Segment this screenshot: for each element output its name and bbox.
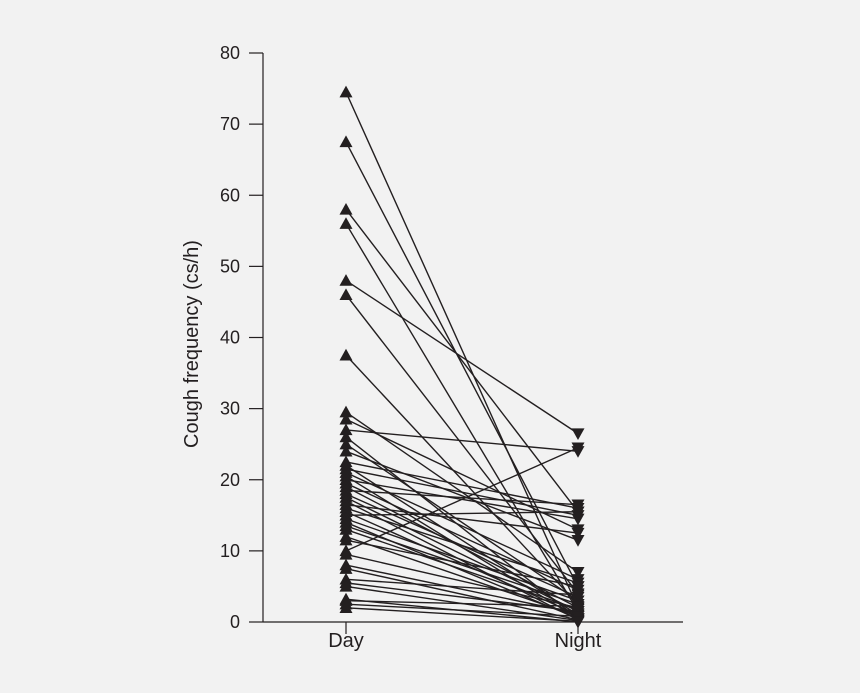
subject-line — [345, 418, 579, 531]
night-markers — [571, 428, 585, 629]
x-ticks: Day Night — [328, 622, 602, 652]
subject-line — [345, 553, 579, 609]
night-point — [571, 513, 585, 526]
y-tick-label: 60 — [220, 185, 240, 205]
subject-line — [345, 209, 579, 513]
day-point — [339, 592, 353, 605]
night-point — [571, 428, 585, 441]
day-point — [339, 217, 353, 229]
subject-line — [345, 294, 579, 594]
subject-line — [345, 489, 579, 506]
subject-line — [345, 503, 579, 534]
subject-line — [345, 468, 579, 516]
day-point — [339, 523, 353, 535]
night-point — [571, 506, 585, 519]
y-tick-label: 70 — [220, 114, 240, 134]
subject-line — [345, 354, 579, 605]
subject-line — [345, 511, 579, 517]
axes: 0 10 20 30 40 50 60 70 80 Day Night — [220, 43, 683, 652]
day-point — [339, 423, 353, 436]
subject-line — [345, 450, 579, 541]
day-point — [339, 412, 353, 425]
series-lines — [345, 91, 579, 623]
day-point — [339, 533, 353, 546]
subject-line — [345, 518, 579, 602]
day-markers — [339, 85, 353, 613]
day-point — [339, 444, 353, 457]
day-point — [339, 547, 353, 560]
night-point — [571, 581, 585, 593]
night-point — [571, 616, 585, 629]
day-point — [339, 135, 353, 148]
subject-line — [345, 582, 579, 613]
y-tick-label: 80 — [220, 43, 240, 63]
y-tick-label: 10 — [220, 541, 240, 561]
y-tick-label: 20 — [220, 470, 240, 490]
subject-line — [345, 91, 579, 609]
y-tick-label: 40 — [220, 328, 240, 348]
day-point — [339, 562, 353, 574]
night-point — [571, 601, 585, 613]
day-point — [339, 601, 353, 613]
y-axis-title: Cough frequency (cs/h) — [181, 240, 203, 448]
subject-line — [345, 567, 579, 621]
subject-line — [345, 447, 579, 552]
x-tick-label-day: Day — [328, 630, 364, 652]
subject-line — [345, 525, 579, 605]
day-point — [339, 579, 353, 592]
subject-line — [345, 535, 579, 617]
subject-line — [345, 461, 579, 509]
x-tick-label-night: Night — [555, 630, 602, 652]
day-point — [339, 348, 353, 361]
day-point — [339, 274, 353, 286]
subject-line — [345, 280, 579, 435]
day-point — [339, 288, 353, 301]
night-point — [571, 535, 585, 547]
subject-line — [345, 539, 579, 588]
subject-line — [345, 598, 579, 623]
night-point — [571, 499, 585, 512]
y-tick-label: 30 — [220, 399, 240, 419]
subject-line — [345, 578, 579, 596]
y-ticks: 0 10 20 30 40 50 60 70 80 — [220, 43, 263, 632]
night-point — [571, 589, 585, 602]
day-point — [339, 405, 353, 418]
night-point — [571, 527, 585, 540]
subject-line — [345, 528, 579, 610]
subject-line — [345, 472, 579, 580]
day-point — [339, 85, 353, 98]
subject-line — [345, 607, 579, 622]
y-tick-label: 0 — [230, 612, 240, 632]
night-point — [571, 567, 585, 579]
day-point — [339, 430, 353, 443]
subject-line — [345, 482, 579, 591]
day-point — [339, 202, 353, 215]
night-point — [571, 442, 585, 455]
subject-line — [345, 223, 579, 612]
subject-line — [345, 507, 579, 584]
subject-line — [345, 599, 579, 608]
subject-line — [345, 429, 579, 452]
day-point — [339, 437, 353, 450]
y-tick-label: 50 — [220, 256, 240, 276]
